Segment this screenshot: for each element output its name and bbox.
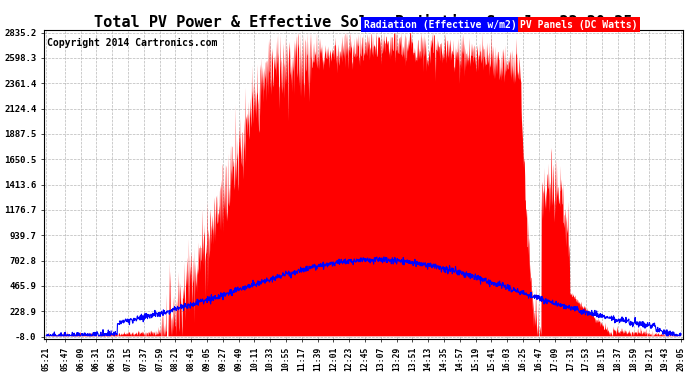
Title: Total PV Power & Effective Solar Radiation Sun Jun 22 20:25: Total PV Power & Effective Solar Radiati…: [95, 15, 633, 30]
Text: PV Panels (DC Watts): PV Panels (DC Watts): [520, 20, 638, 30]
Text: Radiation (Effective w/m2): Radiation (Effective w/m2): [364, 20, 516, 30]
Text: Copyright 2014 Cartronics.com: Copyright 2014 Cartronics.com: [47, 38, 217, 48]
